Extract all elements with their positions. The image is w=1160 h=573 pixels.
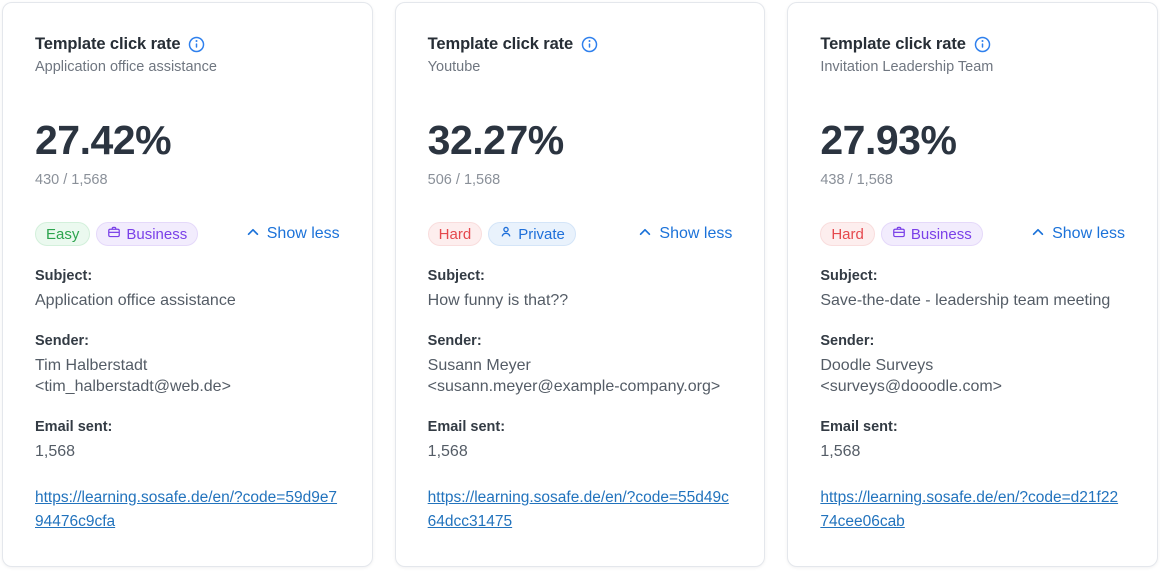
template-card-youtube: Template click rate Youtube 32.27% 506 /… (394, 2, 766, 567)
sender-name: Doodle Surveys (820, 357, 934, 374)
sender-value: Doodle Surveys <surveys@dooodle.com> (820, 355, 1125, 397)
click-rate-percent: 27.42% (35, 117, 172, 163)
sender-email: <susann.meyer@example-company.org> (427, 378, 721, 395)
person-icon (499, 225, 513, 243)
subject-label: Subject: (427, 268, 485, 284)
sender-value: Tim Halberstadt <tim_halberstadt@web.de> (35, 355, 340, 397)
sender-section: Sender: Tim Halberstadt <tim_halberstadt… (35, 331, 340, 397)
subject-section: Subject: Application office assistance (35, 266, 340, 311)
sender-email: <surveys@dooodle.com> (820, 378, 1003, 395)
email-sent-label: Email sent: (427, 419, 506, 435)
sender-section: Sender: Doodle Surveys <surveys@dooodle.… (820, 331, 1125, 397)
template-name: Youtube (427, 59, 481, 75)
badges: Easy Business (35, 222, 199, 246)
sender-value: Susann Meyer <susann.meyer@example-compa… (428, 355, 733, 397)
subject-value: Save-the-date - leadership team meeting (820, 292, 1111, 309)
email-sent-value: 1,568 (35, 443, 76, 460)
chevron-up-icon (1031, 225, 1045, 244)
subject-label: Subject: (820, 268, 878, 284)
audience-badge: Private (488, 222, 576, 246)
difficulty-badge: Hard (427, 222, 483, 246)
subject-section: Subject: Save-the-date - leadership team… (820, 266, 1125, 311)
click-rate-percent: 32.27% (427, 117, 565, 163)
audience-badge: Business (880, 222, 983, 246)
show-less-toggle[interactable]: Show less (638, 225, 732, 244)
template-card-application-office-assistance: Template click rate Application office a… (2, 2, 373, 567)
card-header: Template click rate (428, 35, 733, 54)
chevron-up-icon (638, 225, 652, 244)
email-sent-label: Email sent: (820, 419, 898, 435)
subject-label: Subject: (35, 268, 93, 284)
show-less-toggle[interactable]: Show less (1031, 225, 1125, 244)
subject-section: Subject: How funny is that?? (428, 266, 733, 311)
email-sent-label: Email sent: (35, 419, 113, 435)
info-icon[interactable] (188, 36, 205, 53)
badges: Hard Business (820, 222, 983, 246)
badges: Hard Private (427, 222, 576, 246)
phishing-link[interactable]: https://learning.sosafe.de/en/?code=55d4… (427, 489, 729, 530)
email-sent-value: 1,568 (820, 443, 861, 460)
card-header: Template click rate (820, 35, 1125, 54)
email-sent-section: Email sent: 1,568 (35, 417, 340, 462)
card-header: Template click rate (35, 35, 340, 54)
difficulty-badge: Hard (820, 222, 875, 246)
briefcase-icon (107, 225, 121, 243)
click-rate-fraction: 430 / 1,568 (35, 172, 108, 188)
difficulty-badge: Easy (35, 222, 91, 246)
badges-row: Hard Business Show less (820, 222, 1125, 246)
sender-label: Sender: (427, 333, 482, 349)
badges-row: Hard Private Show less (427, 222, 732, 246)
info-icon[interactable] (974, 36, 991, 53)
click-rate-percent: 27.93% (820, 117, 957, 163)
click-rate-fraction: 506 / 1,568 (427, 172, 501, 188)
subject-value: How funny is that?? (427, 292, 569, 309)
phishing-link[interactable]: https://learning.sosafe.de/en/?code=59d9… (35, 489, 338, 530)
card-title: Template click rate (820, 35, 966, 53)
info-icon[interactable] (581, 36, 598, 53)
audience-badge: Business (96, 222, 199, 246)
phishing-link[interactable]: https://learning.sosafe.de/en/?code=d21f… (820, 489, 1119, 530)
template-card-invitation-leadership-team: Template click rate Invitation Leadershi… (787, 2, 1159, 567)
card-title: Template click rate (427, 35, 574, 53)
template-name: Invitation Leadership Team (820, 59, 994, 75)
subject-value: Application office assistance (35, 292, 236, 309)
show-less-toggle[interactable]: Show less (246, 225, 340, 244)
sender-section: Sender: Susann Meyer <susann.meyer@examp… (428, 331, 733, 397)
chevron-up-icon (246, 225, 260, 244)
briefcase-icon (892, 225, 906, 243)
sender-email: <tim_halberstadt@web.de> (35, 378, 231, 395)
sender-name: Susann Meyer (427, 357, 531, 374)
sender-name: Tim Halberstadt (35, 357, 148, 374)
email-sent-section: Email sent: 1,568 (820, 417, 1125, 462)
card-title: Template click rate (35, 35, 181, 53)
email-sent-section: Email sent: 1,568 (428, 417, 733, 462)
badges-row: Easy Business Show less (35, 222, 340, 246)
template-name: Application office assistance (35, 59, 217, 75)
click-rate-fraction: 438 / 1,568 (820, 172, 893, 188)
sender-label: Sender: (820, 333, 875, 349)
sender-label: Sender: (35, 333, 89, 349)
email-sent-value: 1,568 (427, 443, 468, 460)
